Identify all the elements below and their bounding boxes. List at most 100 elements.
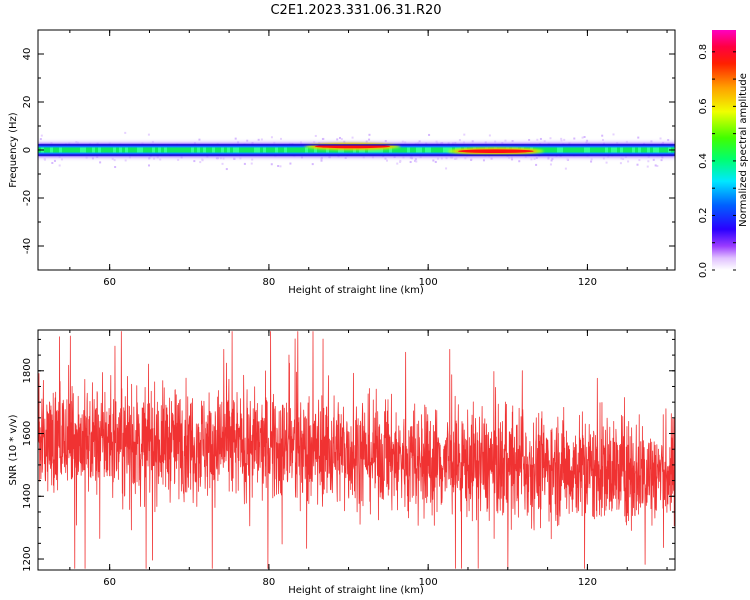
spectrogram-core-cell [197, 147, 202, 153]
colorbar-tick-label: 0.0 [698, 262, 709, 278]
spectrogram-core-cell [149, 147, 154, 153]
spectrogram-halo-speck [414, 158, 417, 161]
spectrogram-core-cell [410, 147, 415, 153]
spectrogram-core-cell [380, 147, 386, 153]
spectrogram-core-cell [323, 147, 329, 153]
spectrogram-peak-red [314, 144, 391, 149]
spectrogram-core-cell [596, 147, 600, 153]
spectrogram-core-cell [611, 147, 615, 153]
spectrogram-core-cell [125, 147, 129, 153]
spectrogram-core-cell [77, 147, 82, 153]
spectrogram-core-cell [407, 147, 411, 153]
spectrogram-panel: 60 80 100 120 -40 -20 0 20 40 Height of straigh… [8, 29, 676, 296]
spectrogram-core-cell [374, 147, 380, 153]
spectrogram-core-cell [404, 147, 408, 153]
spectrogram-core-cell [587, 147, 592, 153]
spectrogram-core-cell [278, 147, 283, 153]
spectrogram-halo-speck [177, 158, 180, 161]
spectrogram-core-cell [389, 147, 393, 153]
spectrogram-core-cell [620, 147, 624, 153]
spectrogram-halo-speck [51, 161, 54, 164]
spectrogram-core-cell [566, 147, 571, 153]
spectrogram-halo-speck [482, 159, 485, 162]
spectrogram-halo-speck [147, 133, 150, 136]
snr-x-label: Height of straight line (km) [288, 585, 424, 596]
spectrogram-halo-speck [637, 136, 640, 139]
spectrogram-halo-speck [243, 162, 246, 165]
spectrogram-core-cell [56, 147, 62, 153]
x-tick-label: 100 [419, 277, 438, 288]
spectrogram-core-cell [116, 147, 121, 153]
y-tick-label: -20 [22, 190, 33, 206]
spectrogram-core-cell [191, 147, 197, 153]
spectrogram-core-cell [245, 147, 250, 153]
spectrogram-halo-speck [454, 158, 457, 161]
spectrogram-halo-speck [368, 133, 371, 136]
figure-title: C2E1.2023.331.06.31.R20 [270, 3, 441, 18]
spectrogram-halo-speck [622, 158, 625, 161]
spectrogram-halo-speck [550, 159, 553, 162]
colorbar-label: Normalized spectral amplitude [738, 73, 749, 227]
spectrogram-core-cell [158, 147, 163, 153]
spectrogram-core-cell [173, 147, 177, 153]
spectrogram-core-cell [215, 147, 220, 153]
spectrogram-halo-speck [667, 139, 670, 142]
spectrogram-core-cell [263, 147, 267, 153]
spectrogram-core-cell [212, 147, 216, 153]
spectrogram-halo-speck [44, 158, 47, 161]
spectrogram-core-cell [260, 147, 266, 153]
spectrogram-halo-speck [289, 162, 292, 165]
spectrogram-core-cell [314, 147, 318, 153]
spectrogram-core-cell [131, 147, 135, 153]
spectrogram-core-cell [644, 147, 649, 153]
spectrogram-core-cell [665, 147, 671, 153]
spectrogram-core-cell [128, 147, 132, 153]
spectrogram-halo-speck [340, 138, 343, 141]
spectrogram-halo-speck [445, 167, 448, 170]
spectrogram-halo-speck [530, 158, 533, 161]
spectrogram-halo-speck [560, 137, 563, 140]
spectrogram-core-cell [554, 147, 560, 153]
spectrogram-halo-speck [528, 138, 531, 141]
spectrogram-halo-speck [399, 160, 402, 163]
spectrogram-core-cell [305, 147, 310, 153]
spectrogram-core-cell [50, 147, 56, 153]
y-tick-label: 40 [22, 48, 33, 61]
spectrogram-halo-speck [488, 134, 491, 137]
spectrogram-halo-speck [251, 158, 254, 161]
colorbar-tick-label: 0.2 [698, 208, 709, 224]
spectrogram-halo-speck [221, 162, 224, 165]
spectrogram-core-cell [167, 147, 171, 153]
x-tick-label: 60 [103, 277, 116, 288]
spectrogram-core-cell [575, 147, 580, 153]
spectrogram-halo-speck [581, 136, 584, 139]
colorbar-ticks: 0.0 0.2 0.4 0.6 0.8 [698, 44, 736, 278]
spectrogram-core-cell [143, 147, 148, 153]
spectrogram-halo-speck [654, 164, 657, 167]
spectrogram-halo-speck [647, 160, 650, 163]
spectrogram-halo-speck [470, 158, 473, 161]
spectrogram-halo-speck [564, 167, 567, 170]
x-tick-label: 100 [419, 577, 438, 588]
spectrogram-core-cell [605, 147, 609, 153]
spectrogram-halo-speck [612, 133, 615, 136]
spectrogram-core-cell [242, 147, 247, 153]
spectrogram-core-cell [113, 147, 119, 153]
spectrogram-core-cell [137, 147, 143, 153]
spectrogram-halo-speck [124, 159, 127, 162]
spectrogram-halo-speck [199, 161, 202, 164]
spectrogram-halo-speck [396, 162, 399, 165]
spectrogram-halo-speck [590, 160, 593, 163]
spectrogram-core-cell [239, 147, 245, 153]
spectrogram-core-cell [221, 147, 227, 153]
colorbar: 0.0 0.2 0.4 0.6 0.8 Normalized spectral ampl… [698, 30, 749, 278]
spectrogram-core-cell [296, 147, 302, 153]
spectrogram-core-cell [446, 147, 452, 153]
spectrogram-core-cell [269, 147, 274, 153]
spectrogram-core-cell [218, 147, 224, 153]
snr-frame [37, 329, 676, 571]
spectrogram-core-cell [230, 147, 234, 153]
spectrogram-x-label: Height of straight line (km) [288, 285, 424, 296]
spectrogram-halo-speck [539, 137, 542, 140]
spectrogram-halo-speck [198, 138, 201, 141]
